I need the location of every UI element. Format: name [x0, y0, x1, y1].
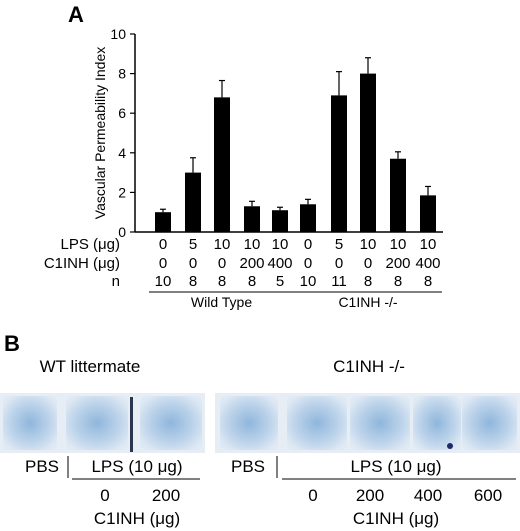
cell-c1inh: 400 — [267, 255, 292, 272]
cell-n: 8 — [364, 273, 372, 290]
cell-c1inh: 0 — [304, 255, 312, 272]
bar — [300, 204, 316, 232]
ko-tissue-lps-400 — [413, 396, 461, 450]
wt-dose-200: 200 — [152, 486, 180, 505]
cell-lps: 10 — [244, 236, 261, 253]
ko-tissue-strip — [215, 393, 520, 453]
bar — [244, 206, 260, 232]
bar — [360, 73, 376, 232]
bar-chart: 0 2 4 6 8 10 Vascular Permeability Index LPS … — [44, 26, 443, 310]
cell-n: 8 — [248, 273, 256, 290]
cell-c1inh: 200 — [239, 255, 264, 272]
cell-n: 10 — [300, 273, 317, 290]
wt-tissue-lps-0 — [66, 396, 128, 450]
bars — [155, 57, 436, 232]
cell-c1inh: 0 — [335, 255, 343, 272]
ko-tissue-lps-200 — [350, 396, 410, 450]
y-axis-label: Vascular Permeability Index — [92, 47, 108, 219]
cell-c1inh: 0 — [364, 255, 372, 272]
y-tick-label: 6 — [118, 105, 126, 121]
cell-lps: 10 — [360, 236, 377, 253]
panel-b-letter: B — [4, 331, 20, 356]
cell-n: 8 — [189, 273, 197, 290]
ko-dose-200: 200 — [356, 486, 384, 505]
wt-lps-label: LPS (10 μg) — [91, 457, 182, 476]
bar — [272, 210, 288, 232]
cell-c1inh: 0 — [159, 255, 167, 272]
y-tick-label: 10 — [110, 26, 126, 42]
cell-lps: 5 — [335, 236, 343, 253]
bar — [185, 172, 201, 232]
y-tick-label: 2 — [118, 184, 126, 200]
cell-c1inh: 0 — [218, 255, 226, 272]
cell-c1inh: 400 — [415, 255, 440, 272]
cell-n: 10 — [155, 273, 172, 290]
cell-lps: 0 — [304, 236, 312, 253]
cell-n: 11 — [331, 273, 347, 290]
y-ticks: 0 2 4 6 8 10 — [110, 26, 135, 240]
bar — [155, 212, 171, 232]
cell-c1inh: 200 — [385, 255, 410, 272]
ko-group-label: C1INH -/- — [333, 357, 405, 376]
row-label-n: n — [112, 273, 120, 290]
cell-lps: 10 — [390, 236, 407, 253]
group-label: Wild Type — [191, 294, 252, 310]
ko-pbs-label: PBS — [231, 457, 265, 476]
wt-group-label: WT littermate — [40, 357, 141, 376]
y-tick-label: 4 — [118, 145, 126, 161]
bar — [331, 95, 347, 232]
bar — [214, 97, 230, 232]
cell-lps: 10 — [420, 236, 437, 253]
cell-lps: 0 — [159, 236, 167, 253]
ko-tissue-pbs — [220, 396, 278, 450]
ko-dose-400: 400 — [414, 486, 442, 505]
cell-n: 8 — [424, 273, 432, 290]
panel-a-letter: A — [68, 2, 84, 27]
cell-lps: 10 — [272, 236, 289, 253]
bar — [390, 158, 406, 232]
cell-n: 8 — [218, 273, 226, 290]
ko-dose-600: 600 — [474, 486, 502, 505]
cell-lps: 5 — [189, 236, 197, 253]
ko-tissue-lps-600 — [462, 396, 517, 450]
wt-c1inh-label: C1INH (μg) — [94, 509, 180, 528]
group-label: C1INH -/- — [338, 294, 397, 310]
ko-tissue-lps-0 — [287, 396, 347, 450]
row-label-lps: LPS (μg) — [61, 236, 121, 253]
ko-lps-label: LPS (10 μg) — [350, 457, 441, 476]
cell-c1inh: 0 — [189, 255, 197, 272]
ko-c1inh-label: C1INH (μg) — [353, 509, 439, 528]
y-tick-label: 0 — [118, 224, 126, 240]
cell-lps: 10 — [214, 236, 231, 253]
wt-tissue-pbs — [3, 396, 57, 450]
cell-n: 5 — [276, 273, 284, 290]
wt-dose-0: 0 — [100, 486, 109, 505]
wt-tissue-strip — [0, 393, 205, 453]
cell-n: 8 — [394, 273, 402, 290]
row-label-c1inh: C1INH (μg) — [44, 255, 120, 272]
wt-pbs-label: PBS — [25, 457, 59, 476]
bar — [420, 195, 436, 232]
wt-tissue-lps-200 — [140, 396, 202, 450]
y-tick-label: 8 — [118, 66, 126, 82]
ko-dose-0: 0 — [308, 486, 317, 505]
